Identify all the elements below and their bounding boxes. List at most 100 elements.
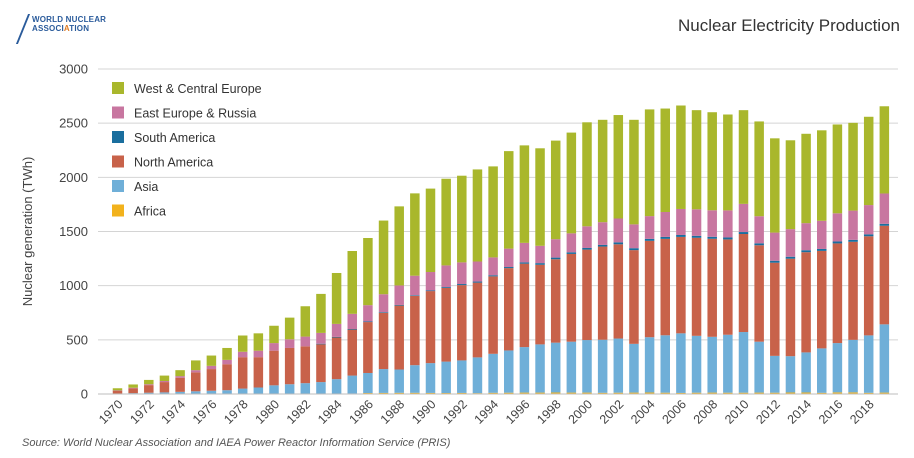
bar-west-central-europe-1971: [128, 384, 138, 388]
y-tick-label: 1500: [59, 224, 88, 239]
bar-east-europe-russia-1993: [472, 261, 483, 282]
bar-east-europe-russia-1986: [363, 305, 373, 322]
bar-south-america-2005: [660, 236, 670, 239]
bar-asia-1979: [253, 387, 264, 394]
bar-east-europe-russia-1974: [175, 376, 185, 378]
bar-west-central-europe-1981: [284, 317, 295, 340]
bar-north-america-1990: [425, 291, 436, 364]
bar-east-europe-russia-1975: [191, 370, 201, 373]
bar-asia-1991: [441, 361, 451, 394]
bar-north-america-2019: [879, 225, 890, 325]
bar-asia-1978: [237, 388, 248, 394]
bar-west-central-europe-1984: [331, 272, 342, 324]
bar-east-europe-russia-1994: [488, 257, 498, 276]
bar-west-central-europe-1991: [441, 178, 451, 266]
bar-east-europe-russia-1992: [457, 262, 467, 285]
bar-north-america-1985: [347, 329, 357, 376]
bar-asia-2003: [629, 343, 639, 393]
bar-west-central-europe-1974: [175, 370, 185, 377]
bar-east-europe-russia-1989: [410, 275, 420, 296]
bar-west-central-europe-2005: [660, 108, 670, 212]
bar-west-central-europe-1987: [378, 220, 389, 295]
bar-north-america-1987: [378, 312, 389, 370]
bar-west-central-europe-2002: [613, 115, 624, 219]
bar-west-central-europe-2008: [707, 112, 717, 211]
bar-south-america-1992: [457, 284, 467, 286]
bar-africa-2018: [863, 392, 874, 394]
bar-asia-1974: [175, 391, 185, 394]
bar-east-europe-russia-2013: [785, 229, 796, 257]
bar-west-central-europe-2011: [754, 121, 764, 217]
legend-swatch: [112, 82, 124, 94]
x-tick-label: 2010: [722, 397, 752, 427]
y-tick-label: 500: [66, 332, 88, 347]
bar-south-america-2002: [613, 242, 624, 245]
bar-south-america-1991: [441, 287, 451, 288]
bar-north-america-2013: [785, 258, 796, 357]
bar-asia-2014: [801, 352, 811, 393]
bar-asia-2001: [597, 339, 608, 393]
bar-south-america-2019: [879, 223, 890, 226]
bar-asia-2008: [707, 336, 717, 393]
bar-south-america-1994: [488, 275, 498, 277]
bar-asia-1981: [284, 384, 295, 394]
bar-north-america-2010: [738, 233, 749, 333]
bar-east-europe-russia-2012: [770, 232, 780, 261]
bar-north-america-1972: [144, 385, 154, 393]
bar-north-america-1971: [128, 388, 138, 394]
bar-south-america-2016: [832, 241, 843, 244]
bar-asia-2009: [723, 334, 733, 393]
bar-north-america-2005: [660, 238, 670, 336]
bar-north-america-1970: [112, 390, 123, 394]
x-tick-label: 2004: [628, 397, 658, 427]
logo: WORLD NUCLEAR ASSOCIATION: [15, 12, 112, 46]
bar-asia-2000: [582, 340, 592, 393]
bar-west-central-europe-1996: [519, 145, 530, 243]
bar-north-america-1991: [441, 287, 451, 362]
bar-west-central-europe-2018: [863, 116, 874, 206]
bar-west-central-europe-1999: [566, 132, 577, 234]
bar-north-america-1973: [159, 382, 170, 393]
bar-africa-2002: [613, 392, 624, 394]
y-tick-label: 1000: [59, 278, 88, 293]
bar-africa-1996: [519, 392, 530, 394]
bar-north-america-2017: [848, 241, 858, 340]
bar-west-central-europe-2019: [879, 106, 890, 194]
bar-east-europe-russia-2015: [817, 220, 827, 249]
bar-south-america-1995: [504, 267, 514, 269]
bar-east-europe-russia-2009: [723, 210, 733, 238]
bar-africa-2000: [582, 392, 592, 394]
x-tick-label: 2002: [597, 397, 627, 427]
page-title: Nuclear Electricity Production: [677, 16, 900, 35]
bar-asia-1992: [457, 360, 467, 393]
x-tick-label: 1970: [96, 397, 126, 427]
bar-north-america-2015: [817, 250, 827, 349]
bar-africa-2009: [723, 392, 733, 394]
bar-asia-1989: [410, 365, 420, 393]
bar-asia-2016: [832, 343, 843, 393]
bar-north-america-2008: [707, 238, 717, 337]
bar-east-europe-russia-1982: [300, 336, 311, 347]
bar-west-central-europe-1988: [394, 206, 404, 286]
bar-asia-1977: [222, 390, 232, 394]
bar-north-america-1986: [363, 322, 373, 373]
bar-south-america-2006: [676, 234, 686, 237]
bar-east-europe-russia-1981: [284, 339, 295, 348]
bar-west-central-europe-1980: [269, 325, 279, 344]
legend-label: East Europe & Russia: [134, 107, 256, 121]
bar-south-america-2010: [738, 232, 749, 234]
bar-west-central-europe-1973: [159, 375, 170, 381]
x-tick-label: 2016: [816, 397, 846, 427]
bar-south-america-2008: [707, 236, 717, 239]
bar-asia-1990: [425, 363, 436, 393]
bar-north-america-1980: [269, 350, 279, 386]
bar-east-europe-russia-2019: [879, 193, 890, 224]
legend-label: Asia: [134, 180, 158, 194]
bar-east-europe-russia-1977: [222, 359, 232, 365]
bar-west-central-europe-2014: [801, 133, 811, 224]
bar-africa-2012: [770, 392, 780, 394]
bar-west-central-europe-1977: [222, 347, 232, 360]
bar-east-europe-russia-2016: [832, 213, 843, 242]
bar-east-europe-russia-1999: [566, 233, 577, 253]
x-tick-label: 1978: [221, 397, 251, 427]
